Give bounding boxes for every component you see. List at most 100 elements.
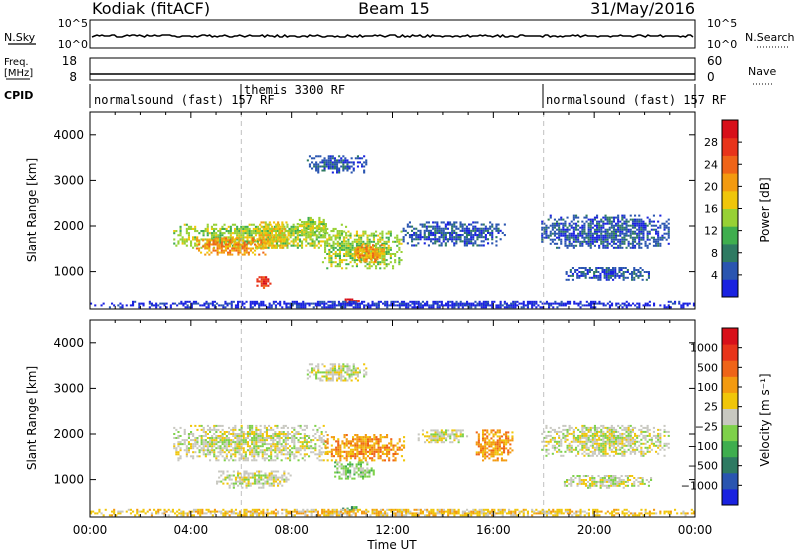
nave-right-tick-bottom: 0 bbox=[707, 70, 715, 84]
echo-cell bbox=[570, 220, 573, 223]
echo-cell bbox=[477, 451, 480, 454]
echo-cell bbox=[597, 278, 600, 281]
echo-cell bbox=[379, 300, 382, 303]
echo-cell bbox=[208, 232, 211, 235]
echo-cell bbox=[244, 433, 247, 435]
echo-cell bbox=[584, 276, 587, 279]
echo-cell bbox=[648, 238, 651, 241]
echo-cell bbox=[388, 442, 391, 445]
echo-cell bbox=[639, 271, 642, 273]
echo-cell bbox=[547, 236, 550, 239]
echo-cell bbox=[459, 302, 462, 305]
echo-cell bbox=[562, 454, 565, 457]
echo-cell bbox=[625, 306, 628, 309]
echo-cell bbox=[362, 457, 365, 460]
echo-cell bbox=[427, 244, 430, 247]
echo-cell bbox=[484, 306, 487, 309]
echo-cell bbox=[615, 236, 618, 239]
echo-cell bbox=[377, 302, 380, 305]
echo-cell bbox=[234, 455, 237, 458]
echo-cell bbox=[236, 230, 239, 233]
echo-cell bbox=[205, 306, 208, 309]
echo-cell bbox=[303, 225, 306, 228]
echo-cell bbox=[565, 271, 568, 273]
echo-cell bbox=[572, 228, 575, 231]
echo-cell bbox=[461, 234, 464, 237]
echo-cell bbox=[266, 223, 269, 226]
echo-cell bbox=[314, 223, 317, 226]
echo-cell bbox=[560, 300, 563, 303]
echo-cell bbox=[629, 232, 632, 235]
echo-cell bbox=[171, 302, 174, 305]
echo-cell bbox=[289, 449, 292, 452]
echo-cell bbox=[303, 447, 306, 450]
echo-cell bbox=[354, 438, 357, 441]
echo-cell bbox=[196, 455, 199, 458]
echo-cell bbox=[587, 244, 590, 247]
echo-cell bbox=[338, 248, 341, 251]
echo-cell bbox=[228, 476, 231, 479]
echo-cell bbox=[206, 243, 209, 246]
echo-cell bbox=[417, 234, 420, 237]
echo-cell bbox=[266, 480, 269, 483]
echo-cell bbox=[249, 482, 252, 485]
echo-cell bbox=[345, 240, 348, 243]
echo-cell bbox=[618, 271, 621, 273]
echo-cell bbox=[138, 306, 141, 309]
echo-cell bbox=[587, 234, 590, 237]
echo-cell bbox=[389, 232, 392, 235]
echo-cell bbox=[298, 306, 301, 309]
echo-cell bbox=[230, 445, 233, 448]
echo-cell bbox=[155, 304, 158, 307]
echo-cell bbox=[322, 223, 325, 226]
echo-cell bbox=[625, 304, 628, 307]
echo-cell bbox=[652, 228, 655, 231]
echo-cell bbox=[268, 236, 271, 239]
echo-cell bbox=[249, 435, 252, 437]
echo-cell bbox=[591, 242, 594, 245]
echo-cell bbox=[313, 244, 316, 247]
echo-cell bbox=[213, 449, 216, 452]
echo-cell bbox=[200, 441, 203, 444]
echo-cell bbox=[593, 216, 596, 219]
echo-cell bbox=[638, 244, 641, 247]
echo-cell bbox=[330, 452, 333, 455]
echo-cell bbox=[627, 234, 630, 237]
echo-cell bbox=[346, 304, 349, 307]
echo-cell bbox=[484, 439, 487, 442]
echo-cell bbox=[375, 304, 378, 307]
echo-cell bbox=[631, 238, 634, 241]
echo-cell bbox=[242, 230, 245, 233]
echo-cell bbox=[303, 455, 306, 458]
echo-cell bbox=[272, 449, 275, 452]
echo-cell bbox=[331, 155, 334, 158]
echo-cell bbox=[214, 249, 217, 252]
echo-cell bbox=[488, 443, 491, 446]
echo-cell bbox=[618, 274, 621, 277]
echo-cell bbox=[350, 302, 353, 305]
echo-cell bbox=[358, 236, 361, 239]
echo-cell bbox=[235, 247, 238, 250]
echo-cell bbox=[236, 435, 239, 437]
echo-cell bbox=[402, 229, 405, 232]
echo-cell bbox=[350, 373, 353, 376]
echo-cell bbox=[319, 371, 322, 374]
echo-cell bbox=[226, 302, 229, 305]
echo-cell bbox=[380, 250, 383, 253]
echo-cell bbox=[262, 286, 266, 289]
echo-cell bbox=[219, 240, 222, 243]
echo-cell bbox=[396, 300, 399, 303]
echo-cell bbox=[175, 449, 178, 452]
echo-cell bbox=[339, 457, 342, 460]
echo-cell bbox=[262, 302, 265, 305]
echo-cell bbox=[324, 248, 327, 251]
echo-cell bbox=[436, 306, 439, 309]
echo-cell bbox=[247, 484, 250, 487]
echo-cell bbox=[597, 271, 600, 273]
echo-cell bbox=[591, 232, 594, 235]
echo-cell bbox=[621, 218, 624, 221]
echo-cell bbox=[564, 234, 567, 237]
echo-cell bbox=[381, 259, 384, 262]
echo-cell bbox=[212, 249, 215, 252]
echo-cell bbox=[314, 453, 317, 456]
